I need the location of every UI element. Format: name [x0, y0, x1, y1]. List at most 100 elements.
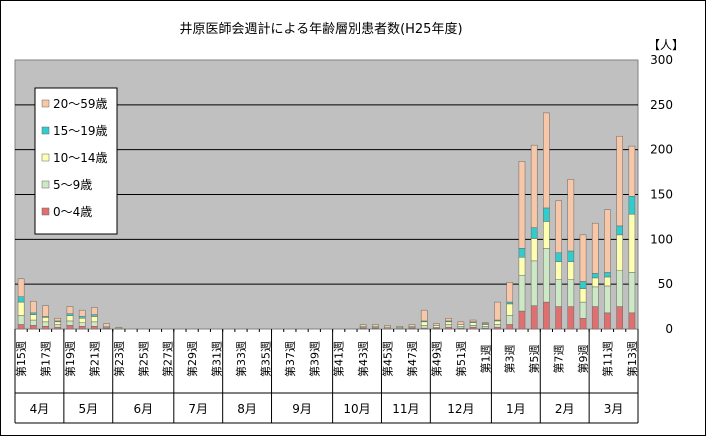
bar-segment	[482, 322, 489, 324]
y-tick-label: 100	[650, 232, 673, 246]
bar-segment	[530, 305, 538, 330]
bar-segment	[433, 323, 440, 326]
bar-segment	[555, 200, 562, 254]
bar-segment	[494, 324, 501, 328]
bar-segment	[54, 324, 62, 328]
bar-segment	[30, 312, 37, 315]
bar-segment	[628, 213, 636, 273]
bar-segment	[457, 321, 465, 325]
y-tick-label: 300	[650, 53, 673, 67]
x-tick-label: 第21週	[87, 341, 101, 377]
month-label: 9月	[292, 402, 312, 416]
legend-label: 5～9歳	[53, 178, 92, 192]
bar-segment	[567, 261, 575, 280]
bar-segment	[494, 320, 501, 325]
x-tick-label: 第39週	[307, 341, 321, 377]
bar-segment	[30, 325, 37, 330]
x-tick-label: 第7週	[552, 345, 566, 374]
bar-segment	[628, 145, 636, 197]
legend-swatch	[41, 180, 50, 189]
bar-segment	[555, 252, 562, 262]
x-tick-label: 第43週	[356, 341, 370, 377]
x-tick-label: 第25週	[136, 341, 150, 377]
bar-segment	[591, 277, 599, 288]
bar-segment	[445, 324, 452, 328]
bar-segment	[469, 319, 477, 323]
bar-segment	[518, 248, 526, 258]
bar-segment	[494, 301, 501, 321]
bar-segment	[445, 317, 452, 322]
x-tick-label: 第11週	[601, 341, 615, 377]
bar-segment	[78, 322, 86, 327]
bar-segment	[78, 316, 86, 319]
bar-segment	[115, 326, 123, 329]
bar-segment	[616, 270, 623, 307]
bar-segment	[604, 285, 611, 314]
bar-segment	[579, 234, 587, 282]
bar-segment	[591, 273, 599, 279]
legend: 20～59歳 15～19歳 10～14歳 5～9歳 0～4歳	[34, 87, 118, 235]
month-label: 4月	[30, 402, 50, 416]
bar-segment	[506, 301, 514, 305]
bar-segment	[54, 317, 62, 322]
y-tick-label: 0	[665, 322, 673, 336]
chart-title: 井原医師会週計による年齢層別患者数(H25年度)	[179, 21, 462, 37]
bar-segment	[469, 322, 477, 326]
bar-segment	[543, 248, 550, 303]
x-tick-label: 第27週	[161, 341, 175, 377]
bar-segment	[616, 225, 623, 236]
bar-segment	[567, 279, 575, 307]
bar-segment	[604, 312, 611, 330]
bar-segment	[66, 306, 74, 314]
bar-segment	[579, 281, 587, 289]
bar-segment	[103, 323, 110, 327]
bar-segment	[469, 326, 477, 330]
y-tick-label: 50	[658, 277, 673, 291]
bar-segment	[384, 325, 391, 328]
bar-segment	[30, 314, 37, 321]
bar-segment	[506, 282, 514, 303]
bar-segment	[78, 326, 86, 330]
bar-segment	[530, 260, 538, 306]
bar-segment	[17, 324, 25, 330]
bar-segment	[567, 179, 575, 252]
bar-segment	[604, 209, 611, 273]
bar-segment	[530, 144, 538, 228]
bar-segment	[42, 317, 49, 323]
bar-segment	[445, 321, 452, 325]
bar-segment	[579, 301, 587, 319]
bar-segment	[579, 317, 587, 330]
bar-segment	[604, 276, 611, 287]
bar-segment	[91, 314, 98, 317]
bar-segment	[518, 310, 526, 330]
bar-segment	[604, 272, 611, 278]
legend-label: 10～14歳	[53, 151, 108, 165]
bar-segment	[457, 326, 465, 329]
bar-segment	[518, 274, 526, 312]
x-tick-label: 第13週	[625, 341, 639, 377]
bar-segment	[591, 222, 599, 274]
x-tick-label: 第41週	[332, 341, 346, 377]
bar-segment	[78, 317, 86, 323]
bar-segment	[469, 325, 477, 328]
bar-segment	[543, 112, 550, 209]
bar-segment	[628, 312, 636, 330]
y-tick-label: 150	[650, 188, 673, 202]
bar-segment	[66, 313, 74, 316]
month-label: 11月	[392, 402, 419, 416]
month-label: 12月	[447, 402, 474, 416]
month-label: 7月	[188, 402, 208, 416]
y-axis-label: 【人】	[648, 38, 684, 52]
bar-segment	[359, 324, 367, 327]
bar-segment	[420, 309, 428, 322]
bar-segment	[616, 135, 623, 227]
month-label: 5月	[78, 402, 98, 416]
bar-segment	[66, 315, 74, 322]
bar-segment	[17, 278, 25, 297]
bar-segment	[445, 326, 452, 330]
x-tick-label: 第31週	[210, 341, 224, 377]
month-label: 8月	[237, 402, 257, 416]
bar-segment	[78, 309, 86, 317]
